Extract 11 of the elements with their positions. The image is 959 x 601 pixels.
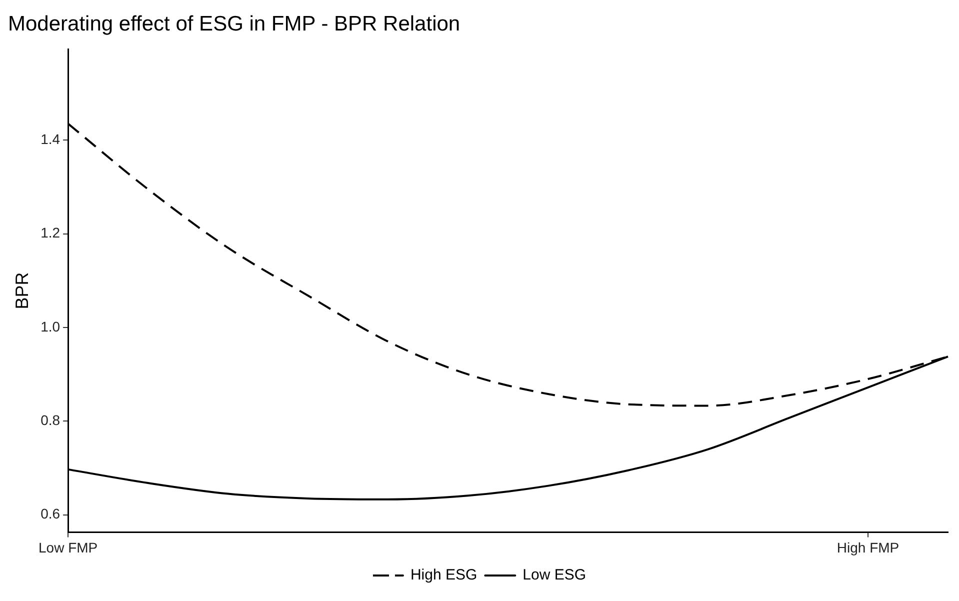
y-tick-label: 1.4 <box>40 130 60 147</box>
y-tick-label: 1.0 <box>40 318 60 334</box>
x-tick-label: Low FMP <box>38 539 98 556</box>
legend-label: High ESG <box>410 566 478 584</box>
y-tick-label: 0.6 <box>40 506 60 522</box>
y-tick-label: 0.8 <box>40 412 60 428</box>
chart-title: Moderating effect of ESG in FMP - BPR Relation <box>8 12 460 36</box>
y-axis-title: BPR <box>12 272 32 310</box>
x-tick-label: High FMP <box>836 539 900 556</box>
y-tick-label: 1.2 <box>40 224 60 241</box>
legend-label: Low ESG <box>522 566 586 584</box>
